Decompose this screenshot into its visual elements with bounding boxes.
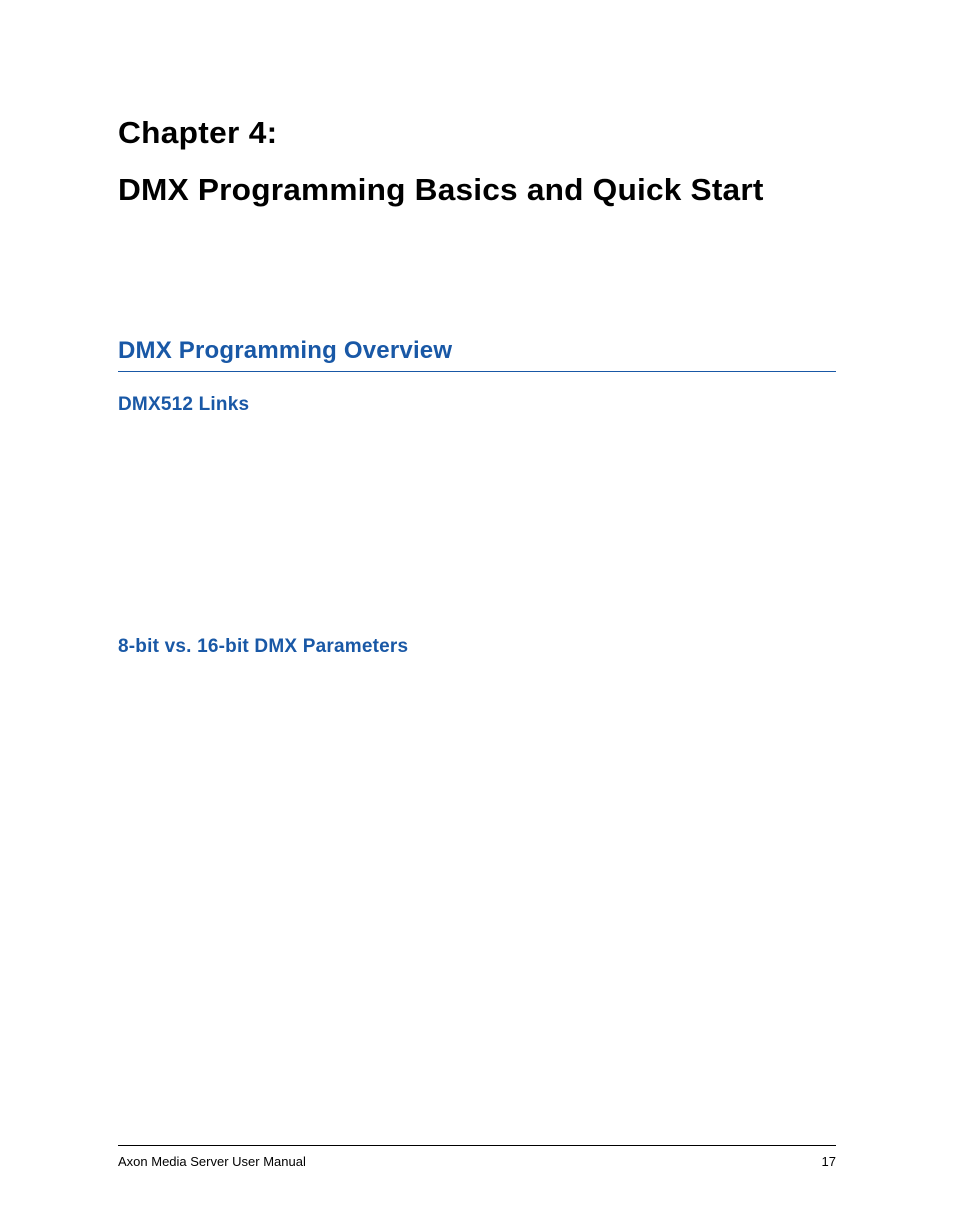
page-footer: Axon Media Server User Manual 17 — [118, 1145, 836, 1169]
document-page: Chapter 4: DMX Programming Basics and Qu… — [0, 0, 954, 1227]
section-heading-overview: DMX Programming Overview — [118, 337, 836, 372]
section-subheading-8bit-16bit: 8-bit vs. 16-bit DMX Parameters — [118, 636, 408, 658]
chapter-title: DMX Programming Basics and Quick Start — [118, 172, 764, 208]
footer-manual-title: Axon Media Server User Manual — [118, 1154, 306, 1169]
chapter-label: Chapter 4: — [118, 115, 277, 151]
footer-page-number: 17 — [822, 1154, 836, 1169]
section-subheading-dmx512-links: DMX512 Links — [118, 394, 249, 416]
